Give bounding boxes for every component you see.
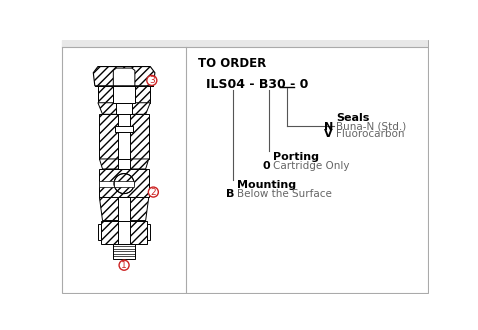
- Polygon shape: [95, 86, 153, 103]
- Text: Cartridge Only: Cartridge Only: [273, 161, 350, 171]
- Circle shape: [119, 260, 129, 270]
- Text: 3: 3: [149, 76, 155, 85]
- Text: Buna-N (Std.): Buna-N (Std.): [336, 122, 406, 132]
- Bar: [118, 197, 130, 220]
- Bar: [101, 220, 147, 244]
- Circle shape: [148, 187, 158, 197]
- Text: ILS04 - B30 - 0: ILS04 - B30 - 0: [206, 78, 308, 91]
- Bar: [62, 40, 428, 47]
- Text: V: V: [324, 129, 333, 139]
- Bar: [99, 169, 149, 197]
- Text: TO ORDER: TO ORDER: [198, 56, 266, 70]
- Text: 1: 1: [121, 261, 127, 270]
- Polygon shape: [98, 86, 113, 103]
- Bar: [115, 126, 133, 132]
- Text: Porting: Porting: [272, 152, 319, 162]
- Bar: [98, 224, 101, 240]
- Circle shape: [147, 76, 157, 85]
- Bar: [113, 244, 135, 259]
- Text: 0: 0: [263, 161, 271, 171]
- Bar: [99, 181, 118, 187]
- Text: N: N: [324, 122, 333, 132]
- Polygon shape: [99, 197, 149, 220]
- Text: Mounting: Mounting: [237, 180, 295, 190]
- Bar: [118, 220, 130, 244]
- Bar: [118, 114, 130, 159]
- Bar: [118, 159, 130, 169]
- Bar: [116, 103, 132, 114]
- Text: 2: 2: [151, 187, 156, 197]
- Polygon shape: [93, 67, 155, 86]
- Polygon shape: [99, 159, 149, 169]
- Bar: [147, 224, 150, 240]
- Circle shape: [114, 174, 134, 194]
- Text: Fluorocarbon: Fluorocarbon: [336, 129, 404, 139]
- Bar: [113, 86, 135, 103]
- Text: Below the Surface: Below the Surface: [237, 189, 332, 199]
- Polygon shape: [135, 86, 150, 103]
- Bar: [114, 181, 134, 187]
- Polygon shape: [113, 68, 135, 86]
- Text: B: B: [226, 189, 234, 199]
- Text: Seals: Seals: [336, 113, 369, 123]
- Bar: [99, 114, 149, 159]
- Polygon shape: [98, 103, 150, 114]
